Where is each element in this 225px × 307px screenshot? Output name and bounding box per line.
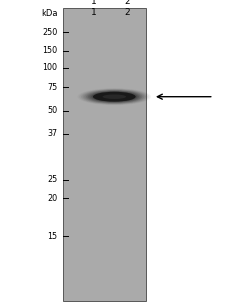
Ellipse shape — [93, 92, 136, 102]
Ellipse shape — [84, 90, 144, 103]
Ellipse shape — [91, 91, 137, 102]
Text: 15: 15 — [47, 232, 57, 241]
Ellipse shape — [86, 90, 142, 103]
Text: 150: 150 — [42, 46, 57, 55]
Ellipse shape — [83, 89, 146, 104]
Text: 20: 20 — [47, 193, 57, 203]
Ellipse shape — [81, 89, 148, 104]
Bar — [63, 8, 146, 301]
Ellipse shape — [88, 91, 141, 103]
Text: 1: 1 — [90, 8, 96, 17]
Text: 37: 37 — [47, 129, 57, 138]
Text: 2: 2 — [124, 0, 130, 6]
Text: 2: 2 — [124, 8, 130, 17]
Text: kDa: kDa — [41, 9, 57, 18]
Text: 25: 25 — [47, 175, 57, 184]
Ellipse shape — [79, 89, 149, 105]
Text: 250: 250 — [42, 28, 57, 37]
Ellipse shape — [90, 91, 139, 103]
Ellipse shape — [93, 92, 136, 102]
Text: 75: 75 — [47, 83, 57, 92]
Ellipse shape — [103, 95, 126, 99]
Text: 50: 50 — [47, 106, 57, 115]
Text: 100: 100 — [42, 63, 57, 72]
Text: 1: 1 — [90, 0, 96, 6]
